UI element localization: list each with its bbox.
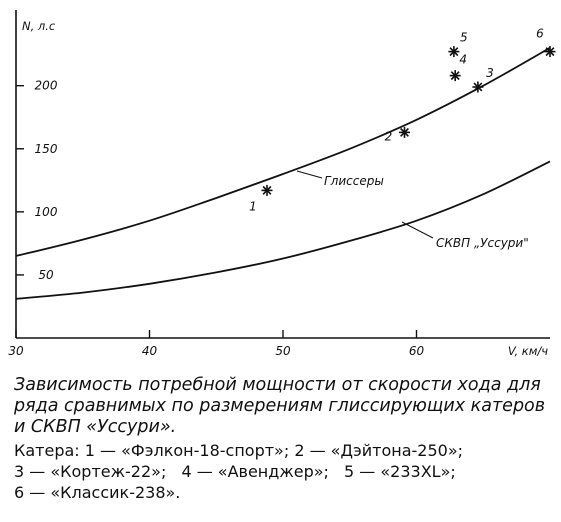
chart-labels: Глиссеры СКВП „Уссури" [296,170,529,250]
data-point-2 [399,126,410,138]
glissery-curve [15,47,551,257]
legend-item-3: 3 — «Кортеж-22»; [14,462,167,481]
skvp-leader-line [401,221,434,239]
y-tick-label: 50 [38,268,54,282]
data-point-label-3: 3 [486,66,494,80]
legend-item-6: 6 — «Классик-238». [14,483,181,502]
y-axis-title: N, л.с [22,19,56,33]
skvp-ussuri-curve [15,160,551,300]
data-point-label-6: 6 [536,27,544,41]
data-point-6 [544,46,556,58]
axes: 50 100 150 200 30 40 50 60 N, л.с V, км/ч [8,10,550,358]
data-point-label-5: 5 [460,31,468,45]
asterisk-stroke [473,82,483,92]
x-tick-label: 60 [409,344,425,358]
glissery-leader-line [296,170,323,179]
asterisk-stroke [449,47,459,57]
data-point-3 [472,81,484,93]
x-axis-title: V, км/ч [508,344,548,358]
y-tick-label: 150 [35,142,58,156]
x-tick-label: 40 [142,344,158,358]
data-point-label-1: 1 [249,199,257,213]
legend-item-2: 2 — «Дэйтона-250»; [294,441,464,460]
asterisk-stroke [400,127,409,137]
data-point-5 [448,46,460,58]
y-tick-label: 100 [35,205,58,219]
data-points: 1 2 3 4 5 6 [249,27,556,213]
legend-item-5: 5 — «233XL»; [344,462,456,481]
data-point-label-4: 4 [459,53,467,67]
x-tick-label: 30 [8,344,24,358]
legend-item-1: 1 — «Фэлкон-18-спорт»; [84,441,290,460]
data-point-label-2: 2 [385,129,393,143]
legend-title: Катера: [14,441,80,460]
caption-legend: Катера: 1 — «Фэлкон-18-спорт»; 2 — «Дэйт… [14,440,554,503]
data-point-1 [261,184,273,196]
data-point-4 [449,70,461,82]
skvp-series-label: СКВП „Уссури" [436,236,529,250]
y-tick-label: 200 [35,79,58,93]
glissery-series-label: Глиссеры [324,174,384,188]
asterisk-stroke [545,47,555,57]
asterisk-stroke [262,185,272,195]
figure-caption: Зависимость потребной мощности от скорос… [14,375,554,503]
curves [15,47,551,300]
caption-main-text: Зависимость потребной мощности от скорос… [14,375,546,437]
x-tick-label: 50 [275,344,291,358]
legend-item-4: 4 — «Авенджер»; [181,462,329,481]
asterisk-stroke [450,71,460,81]
